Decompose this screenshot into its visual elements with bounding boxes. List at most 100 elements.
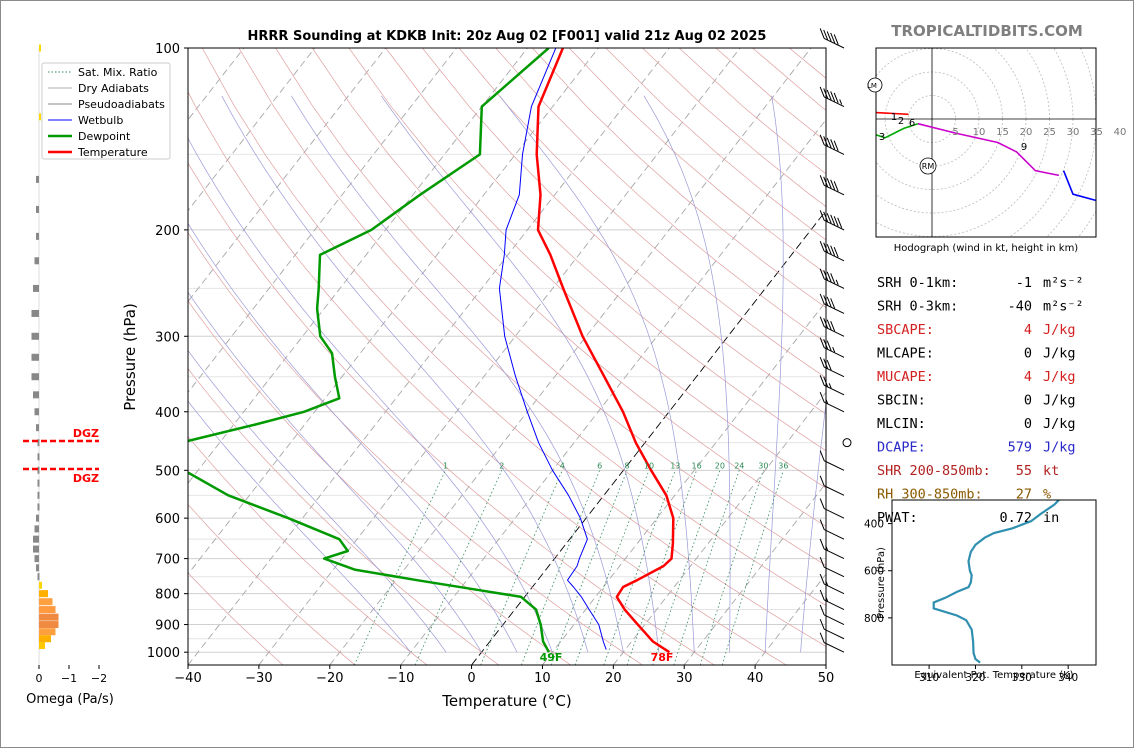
legend-label: Temperature bbox=[77, 146, 148, 159]
omega-bar bbox=[36, 564, 39, 572]
wind-barb-flag bbox=[819, 538, 825, 550]
theta-e-y-tick-label: 600 bbox=[864, 566, 884, 578]
isotherm-line bbox=[542, 300, 826, 665]
wind-barb-staff bbox=[823, 96, 845, 108]
mixing-ratio-line bbox=[673, 470, 740, 665]
dry-adiabat-line bbox=[201, 48, 826, 647]
mixing-ratio-label: 10 bbox=[644, 461, 654, 470]
dry-adiabat-line bbox=[312, 48, 826, 527]
mixing-ratio-label: 20 bbox=[715, 461, 725, 470]
y-tick-label: 600 bbox=[155, 512, 180, 527]
hodograph-ring-label: 25 bbox=[1043, 127, 1056, 138]
wind-barb-staff bbox=[823, 37, 845, 49]
mixing-ratio-label: 36 bbox=[778, 461, 788, 470]
moist-adiabat-line bbox=[291, 95, 624, 653]
wind-barb-half-flag bbox=[835, 279, 839, 286]
wind-barb-staff bbox=[823, 144, 845, 155]
watermark: TROPICALTIDBITS.COM bbox=[891, 22, 1083, 40]
hodograph-height-label: 9 bbox=[1021, 142, 1027, 153]
index-unit: in bbox=[1043, 510, 1059, 526]
mixing-ratio-line bbox=[550, 470, 628, 665]
hodograph-trace bbox=[876, 111, 909, 116]
dry-adiabat-line bbox=[275, 48, 826, 566]
wind-barb-flag bbox=[823, 339, 829, 350]
wind-barb-flag bbox=[830, 32, 836, 44]
wind-barb-flag bbox=[830, 214, 836, 225]
hodograph-panel: 5 10 15 20 25 30 35 40 LM RM 1 2 3 6 9 Hodograph (wind… bbox=[867, 47, 1127, 254]
omega-bar bbox=[39, 598, 53, 606]
dry-adiabat-line bbox=[188, 572, 284, 665]
isotherm-line bbox=[329, 48, 812, 665]
wind-barb-flag bbox=[830, 91, 836, 102]
wind-barb-flag bbox=[819, 498, 825, 509]
theta-e-x-tick-label: 330 bbox=[1012, 672, 1032, 684]
mixing-ratio-label: 4 bbox=[560, 461, 565, 470]
omega-bar bbox=[34, 257, 39, 265]
skewt-axes-frame bbox=[187, 47, 827, 666]
mixing-ratio-label: 16 bbox=[692, 461, 702, 470]
calm-wind-circle bbox=[842, 438, 852, 448]
index-value: 0 bbox=[1024, 346, 1032, 362]
wind-barb-half-flag bbox=[828, 383, 832, 389]
index-unit: m²s⁻² bbox=[1043, 275, 1084, 291]
isotherm-line bbox=[258, 48, 741, 665]
isotherm-line bbox=[754, 573, 826, 665]
index-value: -40 bbox=[1008, 299, 1032, 315]
index-label: SRH 0-3km: bbox=[877, 299, 958, 315]
legend-label: Dewpoint bbox=[78, 130, 131, 143]
series-line-temperature bbox=[535, 48, 675, 654]
hodograph-caption: Hodograph (wind in kt, height in km) bbox=[894, 243, 1079, 254]
mixing-ratio-label: 8 bbox=[625, 461, 630, 470]
mixing-ratio-label: 30 bbox=[758, 461, 768, 470]
legend: Sat. Mix. Ratio Dry Adiabats Pseudoadiabat… bbox=[41, 62, 171, 160]
wind-barb-flag bbox=[823, 29, 829, 41]
omega-bar bbox=[39, 635, 51, 643]
hodograph-ring-label: 10 bbox=[973, 127, 986, 138]
wind-barb-flag bbox=[823, 242, 829, 253]
moist-adiabat-line bbox=[643, 95, 731, 653]
omega-bar bbox=[31, 373, 39, 381]
hodograph-trace bbox=[917, 122, 1060, 177]
index-value: 579 bbox=[1008, 440, 1032, 456]
x-axis-label: Temperature (°C) bbox=[441, 692, 571, 710]
y-tick-label: 400 bbox=[155, 406, 180, 421]
wind-barb-staff bbox=[823, 250, 845, 262]
wind-barb-staff bbox=[823, 485, 845, 496]
moist-adiabat-line bbox=[499, 95, 695, 653]
wind-barb-half-flag bbox=[825, 398, 829, 404]
x-tick-label: 30 bbox=[676, 671, 693, 686]
omega-bar bbox=[39, 590, 48, 598]
wind-barb-flag bbox=[819, 392, 825, 403]
omega-bar bbox=[37, 491, 40, 499]
index-value: 4 bbox=[1024, 322, 1032, 338]
wind-barb-flag bbox=[830, 179, 836, 190]
wind-barb-flag bbox=[833, 140, 839, 152]
wind-barb-staff bbox=[823, 184, 845, 196]
wind-barb-flag bbox=[823, 270, 829, 281]
y-tick-label: 900 bbox=[155, 619, 180, 634]
wind-barb-flag bbox=[830, 321, 836, 332]
index-label: SHR 200-850mb: bbox=[877, 463, 991, 479]
wind-barb-flag bbox=[819, 337, 825, 348]
x-tick-label: 20 bbox=[605, 671, 622, 686]
x-tick-label: −10 bbox=[387, 671, 414, 686]
omega-bar bbox=[37, 453, 40, 461]
index-label: DCAPE: bbox=[877, 440, 926, 456]
x-tick-label: 10 bbox=[534, 671, 551, 686]
index-value: 27 bbox=[1016, 487, 1032, 503]
y-tick-label: 100 bbox=[155, 42, 180, 57]
omega-bar bbox=[36, 205, 39, 213]
theta-e-line bbox=[932, 500, 1060, 664]
wind-barb-flag bbox=[826, 213, 832, 224]
x-tick-label: 40 bbox=[747, 671, 764, 686]
moist-adiabat-line bbox=[188, 400, 411, 653]
hodograph-height-label: 3 bbox=[879, 132, 885, 143]
omega-bar bbox=[34, 525, 39, 533]
wind-barb-flag bbox=[826, 244, 832, 255]
surface-temperature-label: 78F bbox=[651, 651, 674, 664]
moist-adiabat-line bbox=[188, 137, 553, 653]
hodograph-ring-label: 40 bbox=[1114, 127, 1127, 138]
wind-barb-flag bbox=[837, 217, 843, 228]
wind-barb-flag bbox=[819, 618, 825, 630]
hodograph-trace bbox=[876, 122, 919, 139]
